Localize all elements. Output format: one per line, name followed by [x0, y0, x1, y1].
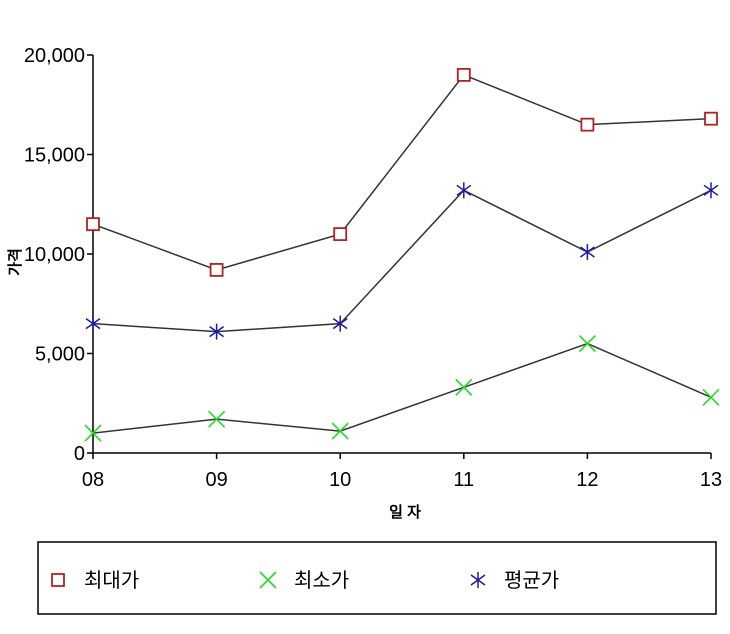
legend-marker-asterisk-icon — [470, 572, 486, 588]
series-3-point — [332, 315, 348, 332]
series-2-point — [702, 388, 720, 406]
legend-marker-x-icon — [259, 571, 277, 589]
legend-label: 최대가 — [84, 569, 139, 592]
x-tick-label: 12 — [576, 469, 598, 491]
y-tick-label: 10,000 — [24, 244, 85, 266]
x-tick-label: 08 — [82, 469, 104, 491]
series-line-1 — [92, 73, 712, 271]
y-tick-label: 0 — [74, 443, 85, 465]
x-tick-label: 09 — [205, 469, 227, 491]
series-3-point — [579, 244, 595, 261]
series-2-point — [578, 334, 596, 353]
series-1-point — [333, 227, 348, 242]
x-tick-label: 10 — [329, 469, 351, 491]
legend-box — [37, 541, 717, 615]
legend-entry: 최소가 — [259, 569, 349, 592]
x-axis-label: 일 자 — [389, 504, 421, 521]
series-3-point — [703, 182, 719, 199]
legend-entry: 평균가 — [470, 569, 559, 592]
series-3-point — [85, 315, 101, 332]
series-1-point — [86, 217, 100, 232]
series-3-point — [209, 323, 225, 340]
series-markers — [84, 68, 720, 442]
y-tick-label: 5,000 — [35, 344, 85, 366]
legend-label: 최소가 — [294, 569, 349, 592]
series-2-point — [84, 424, 102, 442]
legend: 최대가 최소가 평균가 — [51, 569, 559, 592]
series-1-point — [456, 68, 471, 82]
series-lines — [92, 73, 712, 434]
series-2-point — [455, 378, 473, 396]
series-3-point — [456, 182, 472, 199]
legend-entry: 최대가 — [51, 569, 139, 592]
x-tick-label: 11 — [453, 469, 474, 491]
legend-marker-square-icon — [51, 573, 65, 587]
series-line-2 — [92, 342, 712, 434]
x-tick-label: 13 — [700, 469, 722, 491]
series-2-point — [331, 422, 349, 440]
legend-label: 평균가 — [504, 569, 559, 592]
y-tick-label: 15,000 — [24, 145, 85, 167]
y-axis-label: 가격 — [6, 248, 24, 276]
series-2-point — [208, 410, 226, 428]
series-line-3 — [92, 189, 712, 333]
series-1-point — [209, 263, 224, 277]
series-1-point — [704, 111, 718, 126]
y-tick-label: 20,000 — [24, 45, 85, 67]
axes: 0 5,000 10,000 15,000 20,000 08 09 10 11 12 13 — [24, 45, 722, 491]
series-1-point — [580, 117, 595, 132]
